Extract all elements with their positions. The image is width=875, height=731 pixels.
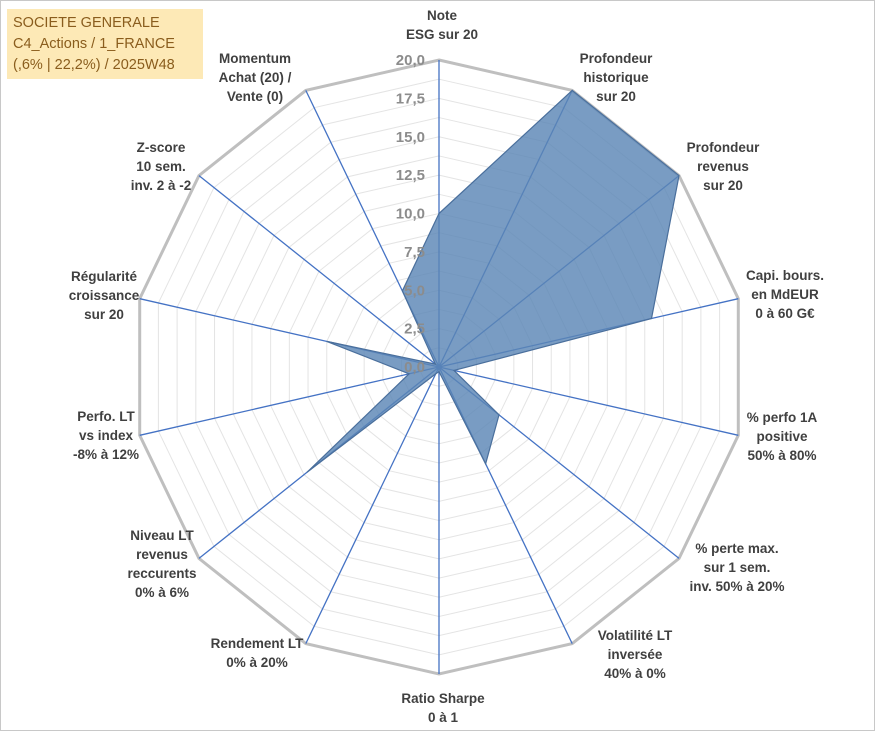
axis-label-line: Rendement LT (210, 636, 304, 651)
axis-label-line: % perfo 1A (746, 410, 818, 425)
axis-label-line: 10 sem. (136, 159, 186, 174)
axis-label: Ratio Sharpe 0 à 1 (401, 689, 484, 727)
axis-label-line: % perte max. (695, 541, 779, 556)
axis-label-line: Capi. bours. (745, 268, 825, 283)
axis-label-line: 0 à 1 (427, 710, 459, 725)
axis-label-line: Niveau LT (130, 528, 194, 543)
axis-label-line: reccurents (127, 566, 197, 581)
axis-label: Momentum Achat (20) / Vente (0) (219, 49, 292, 106)
radial-tick-label: 17,5 (396, 90, 425, 107)
radial-tick-label: 10,0 (396, 206, 425, 223)
axis-label: Capi. bours. en MdEUR 0 à 60 G€ (746, 266, 824, 323)
axis-label: Note ESG sur 20 (406, 6, 478, 44)
series-area (306, 89, 680, 473)
category-label: C4_Actions / 1_FRANCE (13, 36, 175, 52)
radial-tick-label: 0,0 (404, 359, 425, 376)
axis-label: Profondeur historique sur 20 (580, 49, 653, 106)
axis-label-line: en MdEUR (751, 287, 819, 302)
company-name: SOCIETE GENERALE (13, 15, 160, 31)
axis-label-line: Vente (0) (226, 89, 284, 104)
axis-label-line: sur 20 (84, 307, 124, 322)
axis-label-line: 0% à 20% (226, 655, 288, 670)
axis-spoke (305, 366, 440, 644)
axis-label-line: 0% à 6% (134, 585, 190, 600)
axis-label: Régularité croissance sur 20 (69, 267, 140, 324)
radial-tick-label: 2,5 (404, 321, 425, 338)
axis-label-line: inv. 50% à 20% (689, 579, 785, 594)
axis-label: % perfo 1A positive 50% à 80% (747, 408, 818, 465)
axis-label-line: 40% à 0% (604, 666, 666, 681)
radial-tick-label: 15,0 (396, 129, 425, 146)
axis-label: % perte max. sur 1 sem. inv. 50% à 20% (689, 539, 784, 596)
axis-label-line: 0 à 60 G€ (755, 306, 815, 321)
chart-title-box: SOCIETE GENERALE C4_Actions / 1_FRANCE (… (7, 9, 203, 79)
radial-tick-labels: 0,0 2,5 5,0 7,5 10,0 12,5 15,0 17,5 20,0 (396, 52, 425, 376)
axis-label-line: inv. 2 à -2 (130, 178, 192, 193)
axis-label: Z-score 10 sem. inv. 2 à -2 (131, 138, 192, 195)
radial-tick-label: 7,5 (404, 244, 425, 261)
axis-label-line: Ratio Sharpe (401, 691, 485, 706)
radial-tick-label: 12,5 (396, 167, 425, 184)
axis-label-line: revenus (136, 547, 188, 562)
axis-label-line: Achat (20) / (218, 70, 292, 85)
axis-label-line: Profondeur (579, 51, 653, 66)
period-label: (,6% | 22,2%) / 2025W48 (13, 57, 175, 73)
axis-spoke (438, 366, 739, 436)
axis-label-line: sur 1 sem. (703, 560, 771, 575)
axis-label-line: croissance (68, 288, 140, 303)
axis-label-line: ESG sur 20 (405, 27, 479, 42)
axis-label-line: revenus (697, 159, 749, 174)
radial-tick-label: 5,0 (404, 282, 425, 299)
axis-label: Perfo. LT vs index -8% à 12% (73, 407, 139, 464)
radial-tick-label: 20,0 (396, 52, 425, 69)
axis-spoke (198, 175, 440, 368)
axis-label-line: Note (426, 8, 457, 23)
axis-label-line: Régularité (70, 269, 138, 284)
axis-label: Profondeur revenus sur 20 (687, 138, 760, 195)
axis-label-line: Perfo. LT (77, 409, 135, 424)
axis-label-line: historique (583, 70, 649, 85)
axis-label-line: positive (756, 429, 808, 444)
axis-label-line: Z-score (136, 140, 186, 155)
axis-label-line: inversée (607, 647, 663, 662)
axis-label: Niveau LT revenus reccurents 0% à 6% (127, 526, 196, 602)
axis-label-line: Momentum (219, 51, 291, 66)
axis-label-line: -8% à 12% (72, 447, 140, 462)
series-layer (306, 89, 680, 473)
axis-label-line: Profondeur (686, 140, 760, 155)
axis-spoke (139, 366, 440, 436)
axis-label-line: Volatilité LT (597, 628, 673, 643)
axis-label-line: 50% à 80% (747, 448, 817, 463)
axis-label-line: sur 20 (703, 178, 743, 193)
axis-label-line: vs index (78, 428, 134, 443)
axis-label: Volatilité LT inversée 40% à 0% (598, 626, 673, 683)
axis-label-line: sur 20 (596, 89, 636, 104)
axis-label: Rendement LT 0% à 20% (211, 634, 304, 672)
